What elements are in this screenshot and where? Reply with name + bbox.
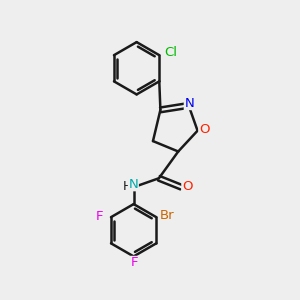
Text: Br: Br bbox=[159, 209, 174, 222]
Text: Cl: Cl bbox=[164, 46, 177, 59]
Text: H: H bbox=[122, 180, 132, 193]
Text: N: N bbox=[184, 97, 194, 110]
Text: F: F bbox=[130, 256, 138, 269]
Text: O: O bbox=[182, 180, 192, 193]
Text: O: O bbox=[199, 123, 209, 136]
Text: N: N bbox=[128, 178, 138, 191]
Text: F: F bbox=[96, 210, 103, 223]
